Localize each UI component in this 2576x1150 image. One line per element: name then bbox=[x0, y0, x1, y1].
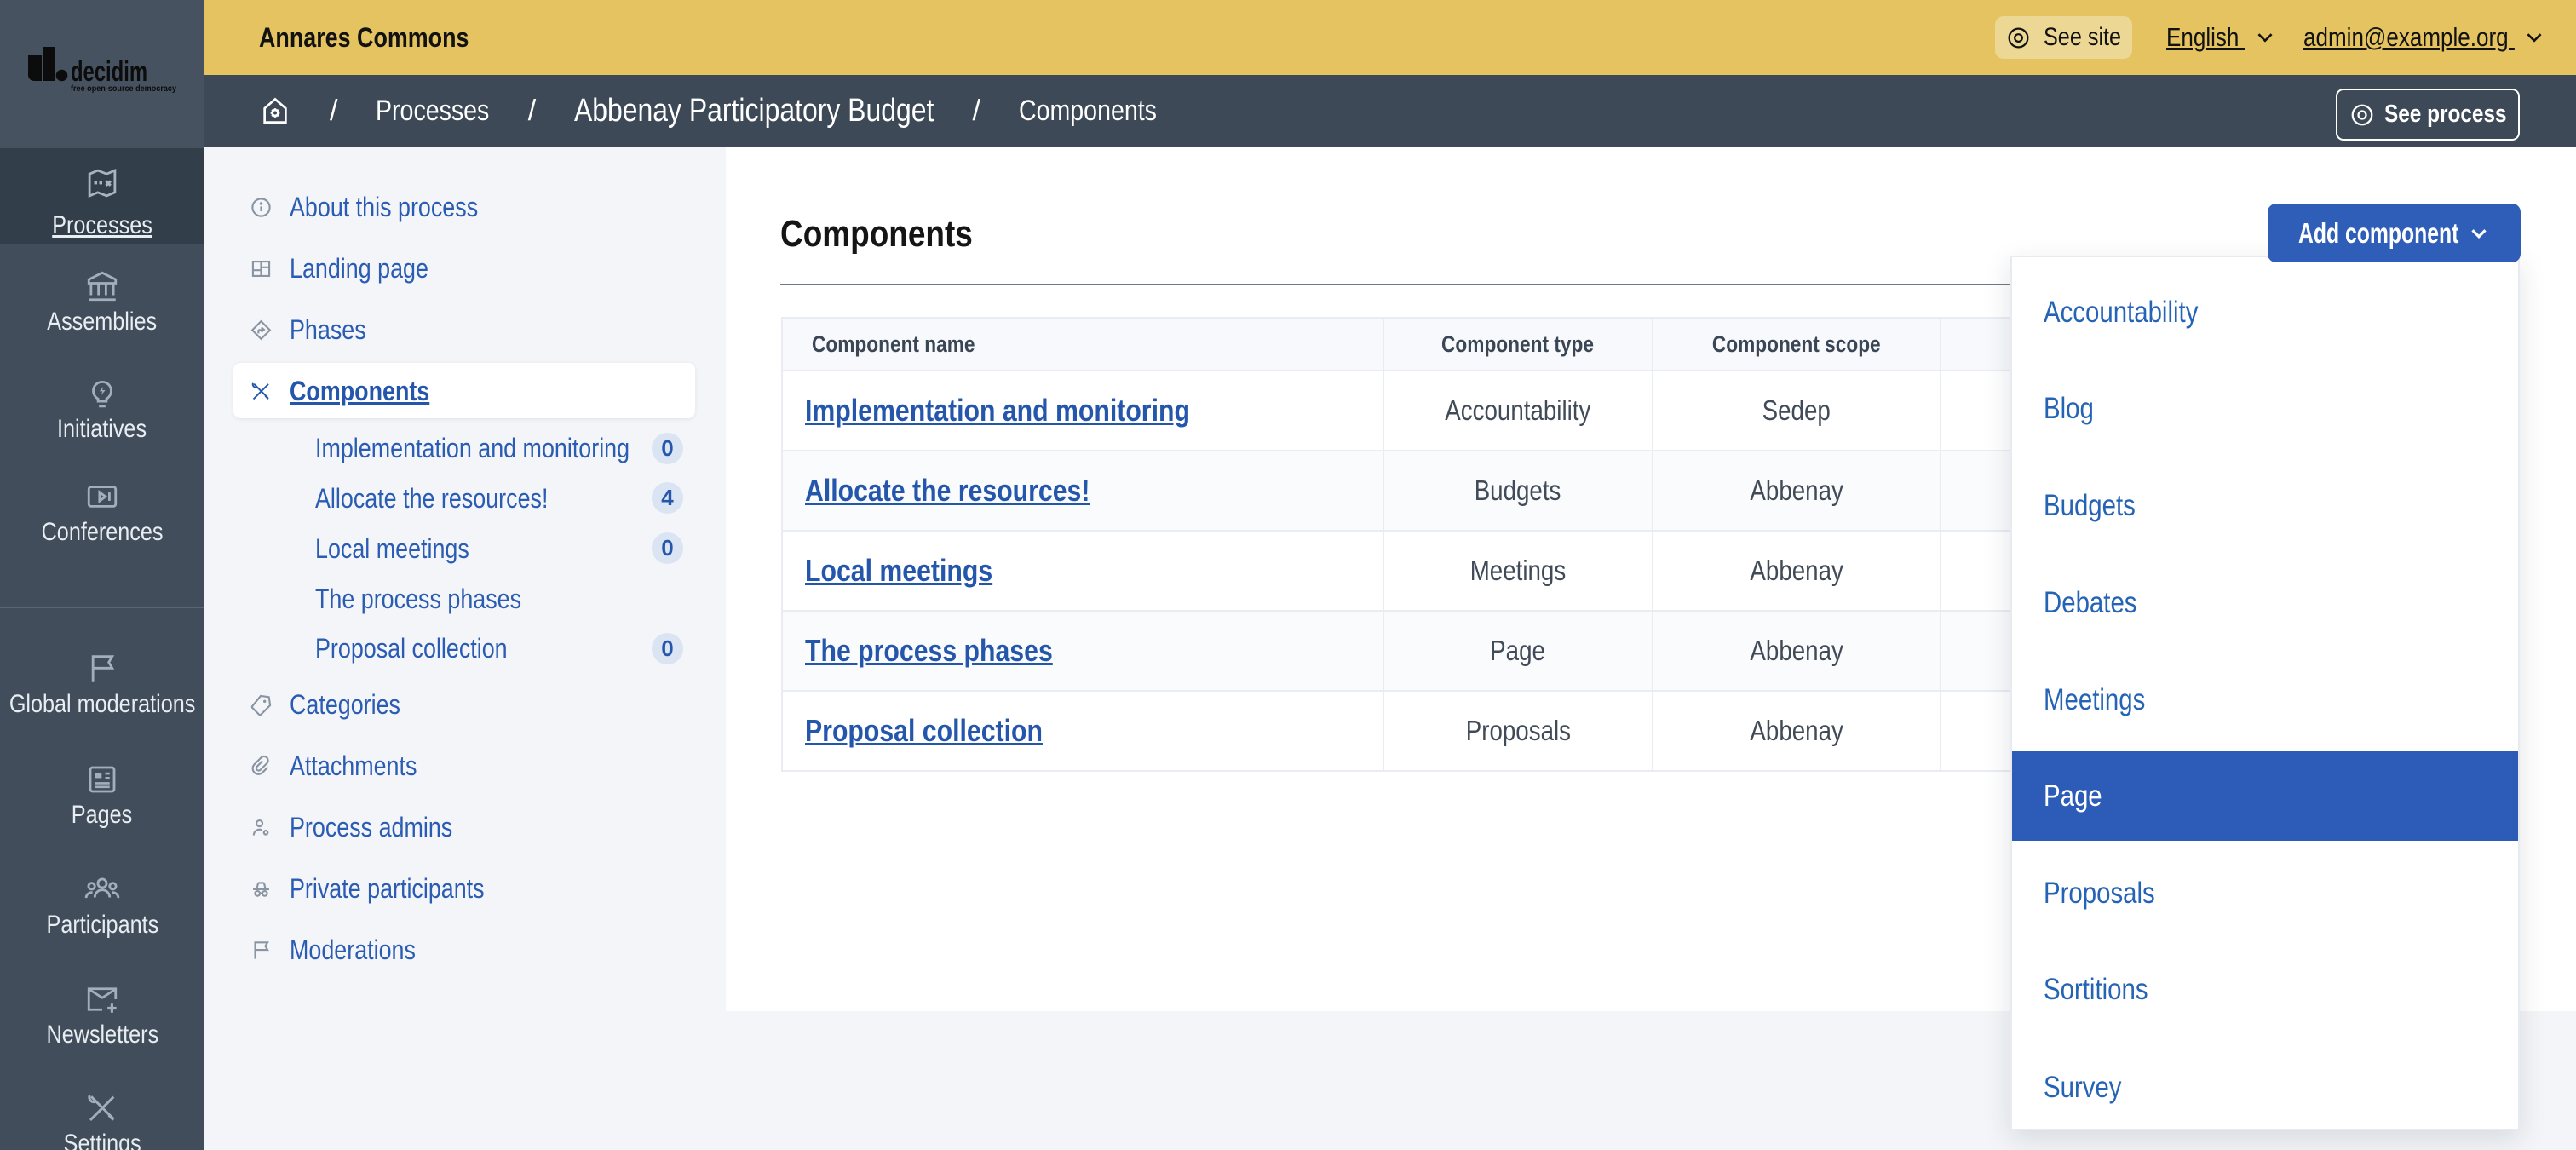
svg-text:decidim: decidim bbox=[71, 55, 147, 87]
svg-text:free open-source democracy: free open-source democracy bbox=[71, 83, 176, 94]
